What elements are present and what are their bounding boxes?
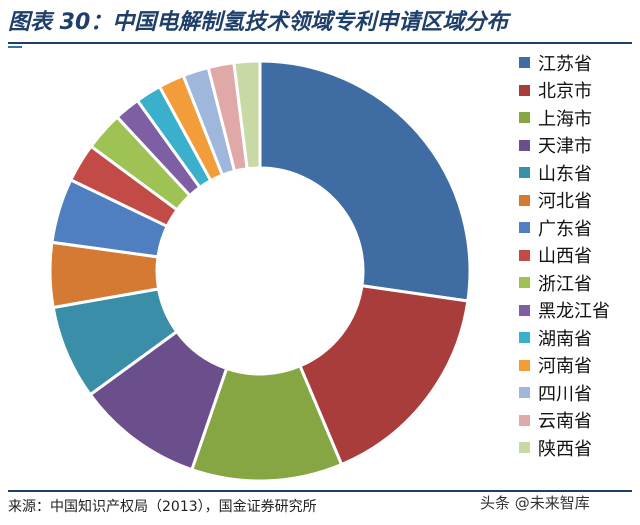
legend-item-3: 上海市	[519, 104, 637, 132]
legend-label: 陕西省	[538, 438, 592, 460]
legend-swatch	[519, 387, 530, 399]
legend-swatch	[519, 304, 530, 316]
legend-label: 天津市	[538, 136, 592, 158]
legend-swatch	[519, 194, 530, 206]
legend-item-9: 浙江省	[519, 269, 637, 297]
legend-item-12: 河南省	[519, 352, 637, 380]
legend-swatch	[519, 112, 530, 124]
legend-label: 上海市	[538, 108, 592, 130]
legend-item-14: 云南省	[519, 407, 637, 435]
legend-label: 山东省	[538, 163, 592, 185]
title-divider	[8, 42, 632, 44]
legend-label: 浙江省	[538, 273, 592, 295]
legend-label: 北京市	[538, 81, 592, 103]
legend-label: 黑龙江省	[538, 301, 610, 323]
legend-label: 云南省	[538, 411, 592, 433]
legend-item-1: 江苏省	[519, 49, 637, 77]
donut-slice-15	[232, 59, 262, 171]
legend-item-6: 河北省	[519, 187, 637, 215]
legend-item-4: 天津市	[519, 132, 637, 160]
legend-swatch	[519, 57, 530, 69]
legend-swatch	[519, 442, 530, 454]
legend-swatch	[519, 139, 530, 151]
legend-swatch	[519, 249, 530, 261]
legend-item-7: 广东省	[519, 214, 637, 242]
legend-label: 江苏省	[538, 53, 592, 75]
legend-item-8: 山西省	[519, 242, 637, 270]
source-note: 来源：中国知识产权局（2013），国金证券研究所	[8, 499, 317, 515]
legend-item-2: 北京市	[519, 77, 637, 105]
watermark-text: 头条 @未来智库	[480, 494, 590, 512]
legend-label: 山西省	[538, 246, 592, 268]
donut-slice-2	[298, 284, 470, 467]
title-accent-mark	[8, 46, 22, 48]
chart-legend: 江苏省北京市上海市天津市山东省河北省广东省山西省浙江省黑龙江省湖南省河南省四川省…	[519, 49, 637, 462]
legend-swatch	[519, 277, 530, 289]
legend-swatch	[519, 332, 530, 344]
legend-item-11: 湖南省	[519, 324, 637, 352]
legend-label: 四川省	[538, 383, 592, 405]
legend-swatch	[519, 84, 530, 96]
legend-swatch	[519, 414, 530, 426]
legend-swatch	[519, 222, 530, 234]
legend-label: 河北省	[538, 191, 592, 213]
legend-swatch	[519, 359, 530, 371]
legend-swatch	[519, 167, 530, 179]
legend-label: 湖南省	[538, 328, 592, 350]
legend-label: 广东省	[538, 218, 592, 240]
legend-label: 河南省	[538, 356, 592, 378]
chart-title: 图表 30：中国电解制氢技术领域专利申请区域分布	[8, 10, 509, 35]
donut-chart	[48, 59, 472, 483]
footer-divider	[8, 490, 632, 492]
donut-slice-1	[258, 59, 472, 303]
legend-item-13: 四川省	[519, 379, 637, 407]
legend-item-15: 陕西省	[519, 434, 637, 462]
legend-item-5: 山东省	[519, 159, 637, 187]
legend-item-10: 黑龙江省	[519, 297, 637, 325]
